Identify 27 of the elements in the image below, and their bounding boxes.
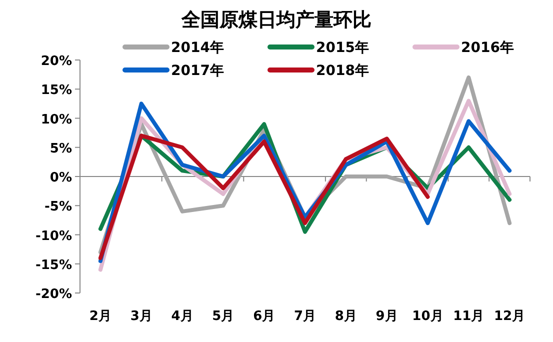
legend-label: 2017年 xyxy=(171,63,224,79)
y-tick-label: 20% xyxy=(40,54,72,69)
legend-label: 2015年 xyxy=(316,40,369,56)
x-tick-label: 5月 xyxy=(212,309,234,324)
y-tick-label: -5% xyxy=(44,200,72,215)
x-tick-label: 12月 xyxy=(494,309,526,324)
y-tick-label: -10% xyxy=(35,228,72,244)
y-tick-label: -20% xyxy=(35,287,72,302)
y-tick-label: 10% xyxy=(40,112,72,128)
y-tick-label: 0% xyxy=(50,170,72,186)
x-tick-label: 6月 xyxy=(253,309,276,324)
chart-title: 全国原煤日均产量环比 xyxy=(180,9,372,31)
y-tick-label: -15% xyxy=(35,258,72,273)
legend-label: 2016年 xyxy=(461,40,514,56)
x-tick-label: 11月 xyxy=(453,309,484,324)
x-tick-label: 8月 xyxy=(334,309,357,324)
x-tick-label: 3月 xyxy=(130,309,152,324)
x-tick-label: 7月 xyxy=(294,309,316,324)
x-tick-label: 9月 xyxy=(376,309,398,324)
y-tick-label: 15% xyxy=(40,83,72,98)
line-series xyxy=(98,134,430,260)
legend-label: 2014年 xyxy=(171,40,224,56)
x-tick-label: 10月 xyxy=(412,309,444,324)
x-tick-label: 4月 xyxy=(171,309,194,324)
legend-label: 2018年 xyxy=(316,63,369,79)
x-tick-label: 2月 xyxy=(89,309,112,324)
y-tick-label: 5% xyxy=(50,141,72,156)
